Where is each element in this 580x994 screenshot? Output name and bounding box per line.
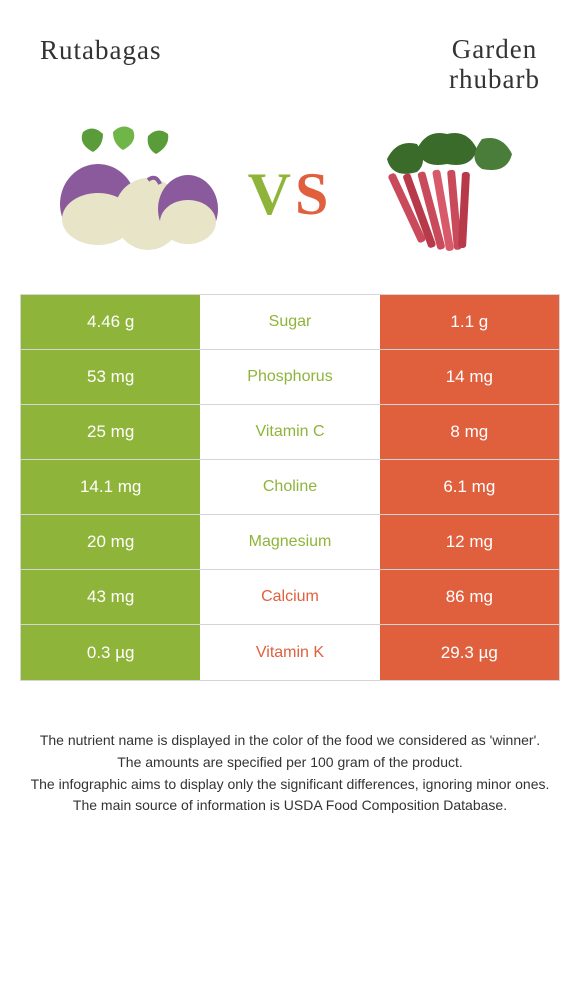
footer-notes: The nutrient name is displayed in the co… bbox=[0, 681, 580, 837]
title-right-line1: Garden bbox=[449, 35, 540, 65]
nutrient-label: Choline bbox=[200, 460, 379, 514]
value-left: 20 mg bbox=[21, 515, 200, 569]
footer-line-3: The infographic aims to display only the… bbox=[30, 775, 550, 795]
table-row: 43 mgCalcium86 mg bbox=[21, 570, 559, 625]
value-left: 4.46 g bbox=[21, 295, 200, 349]
footer-line-2: The amounts are specified per 100 gram o… bbox=[30, 753, 550, 773]
table-row: 20 mgMagnesium12 mg bbox=[21, 515, 559, 570]
header: Rutabagas Garden rhubarb bbox=[0, 0, 580, 104]
value-right: 86 mg bbox=[380, 570, 559, 624]
nutrient-label: Phosphorus bbox=[200, 350, 379, 404]
table-row: 25 mgVitamin C8 mg bbox=[21, 405, 559, 460]
nutrient-table: 4.46 gSugar1.1 g53 mgPhosphorus14 mg25 m… bbox=[20, 294, 560, 681]
value-left: 43 mg bbox=[21, 570, 200, 624]
value-left: 14.1 mg bbox=[21, 460, 200, 514]
value-right: 14 mg bbox=[380, 350, 559, 404]
value-left: 53 mg bbox=[21, 350, 200, 404]
value-right: 29.3 µg bbox=[380, 625, 559, 680]
footer-line-1: The nutrient name is displayed in the co… bbox=[30, 731, 550, 751]
table-row: 14.1 mgCholine6.1 mg bbox=[21, 460, 559, 515]
footer-line-4: The main source of information is USDA F… bbox=[30, 796, 550, 816]
vs-row: VS bbox=[0, 104, 580, 294]
value-right: 12 mg bbox=[380, 515, 559, 569]
value-right: 1.1 g bbox=[380, 295, 559, 349]
value-left: 25 mg bbox=[21, 405, 200, 459]
title-right-line2: rhubarb bbox=[449, 65, 540, 95]
rhubarb-image bbox=[357, 124, 532, 264]
nutrient-label: Sugar bbox=[200, 295, 379, 349]
value-right: 6.1 mg bbox=[380, 460, 559, 514]
vs-v: V bbox=[248, 161, 295, 227]
value-right: 8 mg bbox=[380, 405, 559, 459]
table-row: 0.3 µgVitamin K29.3 µg bbox=[21, 625, 559, 680]
title-right: Garden rhubarb bbox=[449, 35, 540, 94]
table-row: 53 mgPhosphorus14 mg bbox=[21, 350, 559, 405]
rutabaga-image bbox=[48, 124, 223, 264]
nutrient-label: Magnesium bbox=[200, 515, 379, 569]
vs-label: VS bbox=[248, 160, 333, 229]
vs-s: S bbox=[295, 161, 332, 227]
table-row: 4.46 gSugar1.1 g bbox=[21, 295, 559, 350]
nutrient-label: Vitamin C bbox=[200, 405, 379, 459]
value-left: 0.3 µg bbox=[21, 625, 200, 680]
nutrient-label: Calcium bbox=[200, 570, 379, 624]
nutrient-label: Vitamin K bbox=[200, 625, 379, 680]
title-left: Rutabagas bbox=[40, 35, 161, 94]
